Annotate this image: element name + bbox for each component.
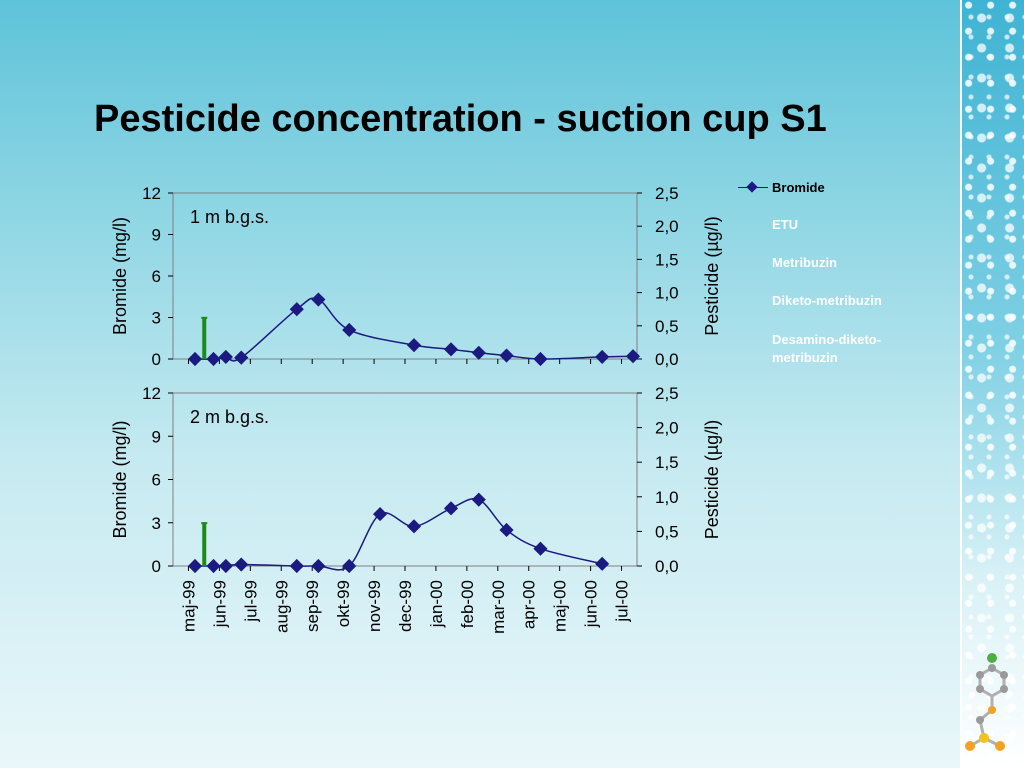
bromide-data-point: [499, 522, 514, 538]
y2-axis-title: Pesticide (µg/l): [702, 420, 722, 539]
bromide-data-point: [289, 558, 304, 574]
bromide-data-point: [234, 557, 249, 572]
x-tick-label: okt-99: [334, 580, 353, 627]
y2-axis-title: Pesticide (µg/l): [702, 216, 722, 335]
y-axis-title: Bromide (mg/l): [110, 420, 130, 538]
chart-area: 0 3 6 9 12 0,0 0,5 1,0 1,5 2,0 2,5 Bromide (mg/l) Pe…: [110, 184, 722, 634]
y-tick-label: 12: [142, 384, 161, 403]
x-tick-label: maj-99: [179, 580, 198, 632]
y-tick-label: 12: [142, 184, 161, 203]
y2-tick-label: 0,0: [655, 350, 679, 369]
y-tick-label: 0: [152, 557, 161, 576]
y2-tick-label: 0,0: [655, 557, 679, 576]
y2-tick-label: 2,5: [655, 384, 679, 403]
bromide-data-point: [595, 556, 610, 571]
bromide-data-point: [289, 302, 304, 317]
bromide-data-point: [311, 558, 326, 574]
legend-label: Metribuzin: [772, 255, 837, 270]
y-tick-label: 3: [152, 309, 161, 328]
bromide-data-point: [206, 558, 221, 574]
bromide-data-point: [187, 558, 203, 574]
bromide-data-point: [499, 348, 514, 363]
legend-label: Bromide: [772, 180, 825, 195]
y2-tick-label: 0,5: [655, 522, 679, 541]
x-tick-label: jul-99: [241, 580, 260, 623]
x-tick-label: apr-00: [520, 580, 539, 629]
legend-label: Diketo-metribuzin: [772, 293, 882, 308]
x-tick-label: feb-00: [458, 580, 477, 628]
y-tick-label: 3: [152, 514, 161, 533]
y2-tick-label: 2,0: [655, 217, 679, 236]
decorative-water-strip: [960, 0, 1024, 768]
bromide-data-point: [406, 519, 422, 534]
x-tick-label: jun-99: [210, 580, 229, 628]
y-tick-label: 0: [152, 350, 161, 369]
bromide-data-point: [443, 342, 459, 357]
bromide-data-point: [595, 349, 610, 364]
x-tick-label: aug-99: [272, 580, 291, 633]
y-tick-label: 9: [152, 226, 161, 245]
molecule-icon: [965, 653, 1013, 751]
bromide-data-point: [234, 350, 249, 365]
x-tick-label: sep-99: [303, 580, 322, 632]
y-tick-label: 6: [152, 267, 161, 286]
bromide-data-point: [533, 351, 548, 367]
x-tick-label: maj-00: [551, 580, 570, 632]
y2-tick-label: 1,5: [655, 250, 679, 269]
y2-tick-label: 1,0: [655, 488, 679, 507]
bromide-data-point: [311, 292, 326, 307]
legend-label: ETU: [772, 217, 798, 232]
bromide-data-point: [342, 558, 357, 574]
bromide-data-point: [443, 501, 459, 516]
y2-tick-label: 0,5: [655, 317, 679, 336]
y-axis-title: Bromide (mg/l): [110, 217, 130, 335]
y2-tick-label: 1,5: [655, 453, 679, 472]
bromide-data-point: [218, 558, 233, 574]
x-tick-label: jul-00: [613, 580, 632, 623]
y-tick-label: 6: [152, 471, 161, 490]
bromide-data-point: [406, 338, 422, 353]
bromide-data-point: [533, 541, 548, 556]
x-tick-label: dec-99: [396, 580, 415, 632]
legend-label: Desamino-diketo-metribuzin: [772, 332, 882, 365]
bromide-data-point: [625, 349, 641, 364]
bromide-data-point: [218, 349, 233, 364]
bromide-data-point: [471, 345, 486, 360]
x-tick-label: nov-99: [365, 580, 384, 632]
bromide-data-point: [187, 351, 203, 367]
bromide-data-point: [342, 322, 357, 338]
slide-title: Pesticide concentration - suction cup S1: [94, 98, 827, 140]
x-tick-label: jan-00: [427, 580, 446, 628]
y2-tick-label: 2,0: [655, 419, 679, 438]
y2-tick-label: 2,5: [655, 184, 679, 203]
bromide-series-line: [194, 498, 603, 571]
bromide-data-point: [206, 351, 221, 367]
y2-tick-label: 1,0: [655, 284, 679, 303]
x-tick-label: jun-00: [582, 580, 601, 628]
bromide-data-point: [471, 492, 486, 507]
panel-label: 1 m b.g.s.: [190, 207, 269, 227]
x-tick-label: mar-00: [489, 580, 508, 634]
panel-label: 2 m b.g.s.: [190, 407, 269, 427]
y-tick-label: 9: [152, 427, 161, 446]
